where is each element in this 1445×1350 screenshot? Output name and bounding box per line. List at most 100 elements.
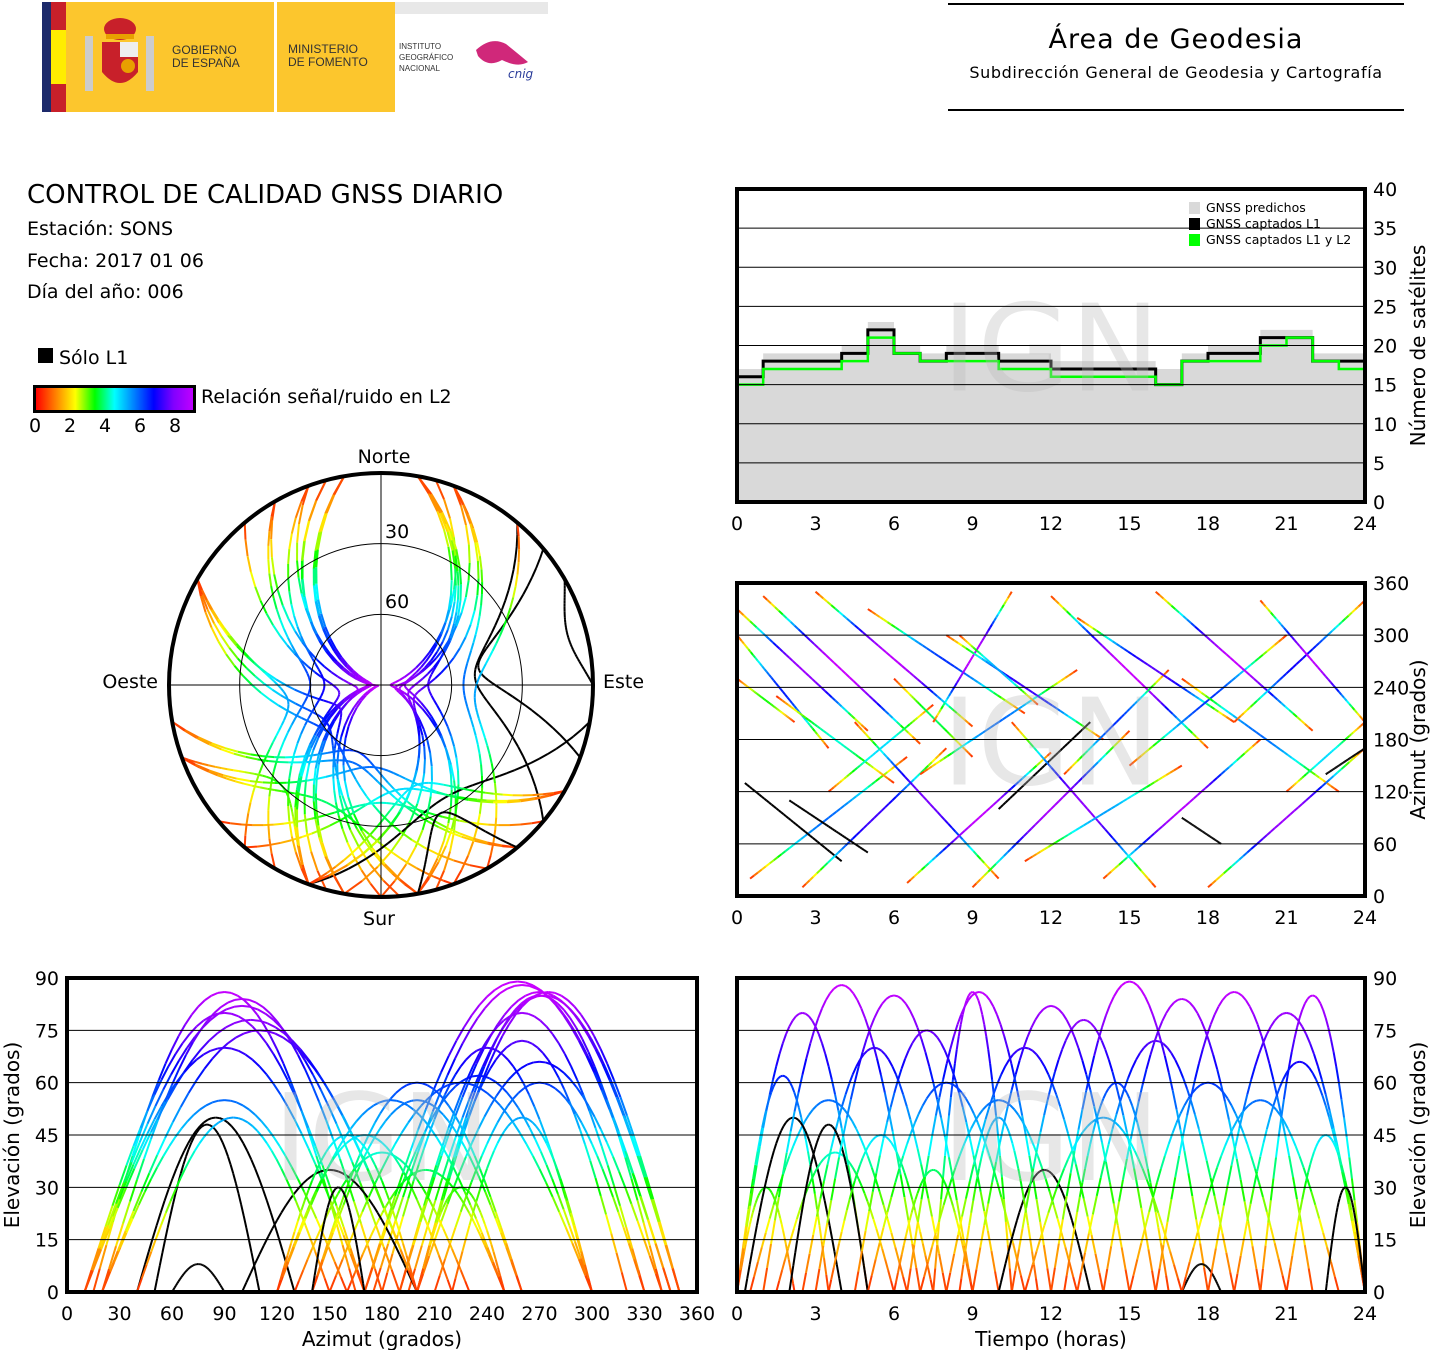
elevation-azimuth-segment	[195, 1068, 206, 1081]
elevation-azimuth-segment	[597, 1051, 606, 1067]
azimuth-track-segment	[806, 811, 810, 815]
azimuth-track-segment	[894, 626, 900, 631]
elevation-azimuth-segment	[163, 1189, 170, 1202]
elevation-azimuth-segment	[168, 1136, 177, 1147]
azimuth-track-segment	[866, 820, 872, 826]
elevation-azimuth-segment	[187, 1114, 195, 1122]
azimuth-track-segment	[1075, 795, 1081, 802]
skyplot-track-segment	[230, 822, 242, 826]
azimuth-track-segment	[766, 700, 770, 704]
elevation-track-segment	[1074, 1164, 1081, 1182]
azimuth-track-segment	[1307, 770, 1311, 774]
elevation-track-segment	[758, 1127, 764, 1140]
elevation-track-segment	[795, 1209, 801, 1220]
elevation-track-segment	[796, 1127, 803, 1138]
azimuth-track-segment	[761, 795, 765, 800]
elevation-track-segment	[1165, 1237, 1172, 1252]
azimuth-track-segment	[998, 669, 1002, 673]
elevation-track-segment	[1027, 1225, 1032, 1239]
elevation-azimuth-segment	[234, 997, 243, 1001]
azimuth-track-segment	[1241, 667, 1247, 673]
elevation-track-segment	[1210, 1248, 1217, 1271]
skyplot-track-segment	[521, 755, 529, 766]
skyplot-track-segment	[276, 590, 284, 606]
azimuth-track-segment	[1177, 764, 1183, 769]
elevation-azimuth-segment	[465, 1065, 474, 1081]
azimuth-track-segment	[867, 608, 873, 613]
elevation-azimuth-segment	[187, 1267, 190, 1271]
elevation-track-segment	[874, 1242, 881, 1260]
azimuth-track-segment	[1077, 777, 1084, 783]
elevation-track-segment	[923, 1180, 930, 1199]
elevation-track-segment	[953, 1234, 960, 1254]
elevation-track-segment	[1093, 1040, 1100, 1057]
elevation-azimuth-segment	[324, 1084, 335, 1101]
satellite-pass	[1076, 616, 1235, 723]
elevation-track-segment	[1165, 1006, 1171, 1014]
azimuth-track-segment	[1094, 733, 1100, 738]
azimuth-track-segment	[778, 647, 784, 653]
elevation-azimuth-segment	[283, 1030, 292, 1043]
satellite-pass	[1325, 747, 1365, 776]
azimuth-track-segment	[863, 786, 869, 792]
elevation-track-segment	[1108, 1182, 1115, 1204]
skyplot-track-segment	[470, 719, 475, 728]
elevation-track-segment	[837, 1136, 842, 1144]
elevation-track-segment	[1078, 1130, 1085, 1138]
azimuth-track-segment	[1218, 841, 1221, 845]
elevation-azimuth-segment	[204, 1265, 207, 1268]
elevation-track-segment	[1063, 1158, 1069, 1170]
elevation-azimuth-segment	[297, 1054, 306, 1070]
azimuth-track-segment	[1140, 682, 1146, 689]
elevation-azimuth-segment	[454, 1096, 464, 1116]
azimuth-track-segment	[1340, 694, 1345, 699]
skyplot-track-segment	[221, 767, 228, 771]
elevation-track-segment	[1025, 1187, 1031, 1209]
azimuth-track-segment	[1194, 825, 1197, 828]
elevation-track-segment	[938, 1172, 942, 1177]
skyplot-track-segment	[433, 699, 438, 706]
elevation-track-segment	[965, 995, 970, 1001]
elevation-azimuth-segment	[484, 1182, 492, 1198]
elevation-azimuth-segment	[549, 1084, 556, 1090]
elevation-azimuth-segment	[573, 1014, 583, 1026]
elevation-azimuth-segment	[618, 1171, 627, 1188]
azimuth-track-segment	[785, 815, 790, 819]
elevation-azimuth-segment	[446, 1058, 456, 1076]
elevation-azimuth-segment	[573, 1224, 579, 1239]
azimuth-track-segment	[829, 826, 834, 830]
elevation-track-segment	[1091, 1122, 1097, 1134]
azimuth-track-segment	[1215, 876, 1221, 882]
elevation-track-segment	[861, 1151, 867, 1159]
azimuth-track-segment	[754, 657, 759, 662]
elevation-track-segment	[765, 1168, 771, 1179]
elevation-azimuth-segment	[431, 1092, 442, 1112]
skyplot-track-segment	[524, 704, 533, 712]
azimuth-track-segment	[798, 666, 804, 671]
azimuth-track-segment	[948, 732, 952, 737]
skyplot-track-segment	[476, 542, 481, 557]
azimuth-track-segment	[1139, 695, 1144, 700]
elevation-track-segment	[1032, 1175, 1037, 1180]
azimuth-track-segment	[1285, 630, 1290, 635]
skyplot-track-segment	[266, 775, 271, 780]
skyplot-track-segment	[531, 567, 538, 578]
elevation-track-segment	[1050, 1004, 1056, 1008]
elevation-track-segment	[851, 1167, 857, 1174]
azimuth-track-segment	[953, 665, 959, 670]
elevation-azimuth-segment	[532, 1155, 541, 1170]
azimuth-track-segment	[1003, 600, 1007, 606]
elevation-track-segment	[1073, 1211, 1079, 1228]
elevation-track-segment	[951, 1063, 956, 1080]
skyplot-track-segment	[538, 714, 547, 723]
elevation-azimuth-segment	[389, 1151, 396, 1159]
satellite-pass	[1233, 599, 1365, 723]
elevation-track-segment	[889, 1092, 896, 1108]
azimuth-track-segment	[1329, 750, 1333, 755]
azimuth-track-segment	[887, 777, 892, 782]
elevation-track-segment	[1132, 1259, 1139, 1276]
elevation-track-segment	[936, 1037, 942, 1044]
elevation-azimuth-segment	[289, 1278, 296, 1292]
elevation-azimuth-segment	[502, 1053, 509, 1061]
elevation-track-segment	[1243, 1104, 1250, 1111]
